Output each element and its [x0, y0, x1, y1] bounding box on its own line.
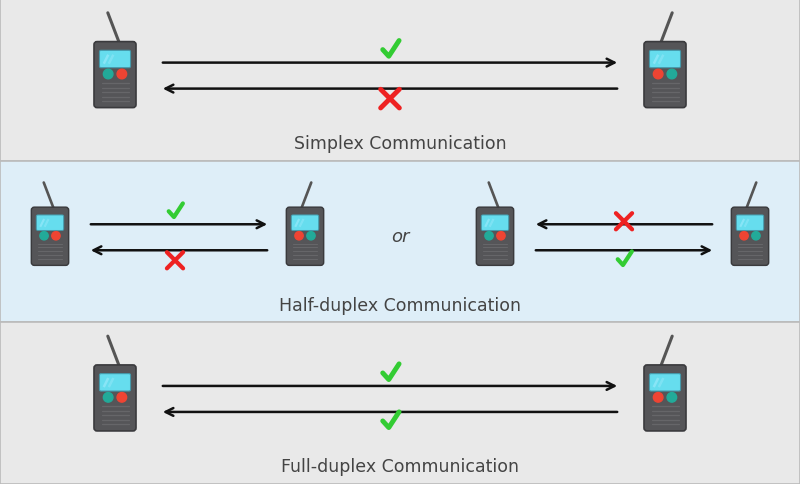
Text: Half-duplex Communication: Half-duplex Communication [279, 296, 521, 314]
FancyBboxPatch shape [482, 215, 509, 231]
FancyBboxPatch shape [736, 215, 764, 231]
Circle shape [52, 232, 60, 241]
Circle shape [667, 70, 677, 80]
FancyBboxPatch shape [476, 208, 514, 266]
FancyBboxPatch shape [31, 208, 69, 266]
FancyBboxPatch shape [94, 365, 136, 431]
Circle shape [40, 232, 48, 241]
FancyBboxPatch shape [286, 208, 324, 266]
Text: Full-duplex Communication: Full-duplex Communication [281, 457, 519, 475]
FancyBboxPatch shape [36, 215, 64, 231]
FancyBboxPatch shape [94, 43, 136, 108]
Circle shape [306, 232, 315, 241]
FancyBboxPatch shape [644, 43, 686, 108]
FancyBboxPatch shape [650, 374, 681, 391]
Text: or: or [391, 228, 409, 246]
Circle shape [295, 232, 303, 241]
Circle shape [667, 393, 677, 402]
Bar [0, 0, 800, 161]
FancyBboxPatch shape [291, 215, 318, 231]
Circle shape [752, 232, 760, 241]
Circle shape [103, 393, 113, 402]
FancyBboxPatch shape [650, 51, 681, 69]
FancyBboxPatch shape [731, 208, 769, 266]
FancyBboxPatch shape [99, 51, 130, 69]
Circle shape [485, 232, 494, 241]
Bar [0, 161, 800, 323]
Text: Simplex Communication: Simplex Communication [294, 135, 506, 152]
Circle shape [103, 70, 113, 80]
FancyBboxPatch shape [644, 365, 686, 431]
Circle shape [497, 232, 505, 241]
Circle shape [654, 70, 663, 80]
Bar [0, 323, 800, 484]
FancyBboxPatch shape [99, 374, 130, 391]
Circle shape [117, 393, 126, 402]
Circle shape [740, 232, 748, 241]
Circle shape [117, 70, 126, 80]
Circle shape [654, 393, 663, 402]
